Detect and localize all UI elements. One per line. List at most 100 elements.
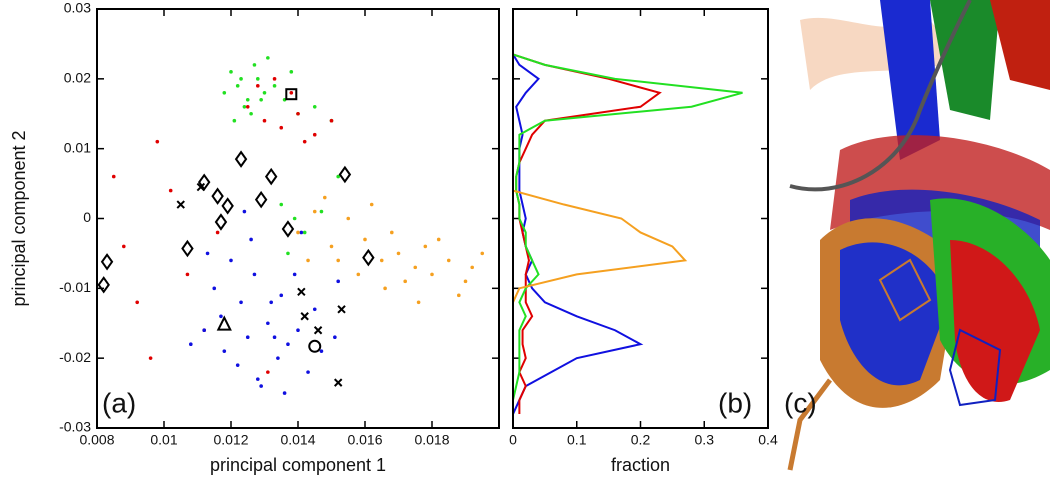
point xyxy=(232,118,237,123)
point xyxy=(205,251,210,256)
point xyxy=(329,118,334,123)
point xyxy=(282,391,287,395)
diamond-marker xyxy=(254,190,268,209)
x-tick-label: 0.008 xyxy=(79,432,114,448)
point xyxy=(306,258,310,263)
point xyxy=(239,77,243,81)
point xyxy=(302,230,307,235)
point xyxy=(319,209,324,214)
point xyxy=(363,237,367,242)
point xyxy=(215,230,220,235)
point xyxy=(252,63,257,67)
point xyxy=(312,132,317,137)
diamond-marker xyxy=(362,248,375,267)
point xyxy=(135,300,139,305)
point xyxy=(403,279,408,284)
point xyxy=(296,111,300,116)
point xyxy=(329,244,334,249)
point xyxy=(242,104,247,109)
cross-marker xyxy=(300,312,309,321)
point xyxy=(272,84,277,88)
point xyxy=(480,251,485,256)
point xyxy=(286,251,290,256)
point xyxy=(266,56,270,60)
y-tick-label: -0.01 xyxy=(59,279,91,295)
point xyxy=(222,349,227,353)
cross-marker xyxy=(297,287,306,297)
point xyxy=(292,272,297,277)
point xyxy=(255,84,260,88)
cross-marker xyxy=(196,182,206,192)
point xyxy=(423,244,428,249)
diamond-marker xyxy=(214,213,228,231)
point xyxy=(111,174,116,179)
point xyxy=(202,328,206,333)
diamond-marker xyxy=(97,276,110,294)
cross-marker xyxy=(337,305,346,314)
point xyxy=(239,300,243,305)
point xyxy=(446,258,451,263)
point xyxy=(356,272,361,277)
point xyxy=(292,216,297,221)
point xyxy=(289,70,294,74)
point xyxy=(289,91,294,95)
point xyxy=(279,125,284,130)
cross-marker xyxy=(176,200,185,209)
point xyxy=(259,384,263,388)
point xyxy=(245,97,250,102)
x-tick-label: 0.1 xyxy=(567,432,587,448)
point xyxy=(296,230,300,235)
point xyxy=(266,370,270,374)
plot-frame xyxy=(96,8,500,429)
point xyxy=(272,77,277,81)
x-tick-label: 0.014 xyxy=(280,432,315,448)
point xyxy=(336,258,341,263)
cross-marker xyxy=(313,326,323,335)
point xyxy=(245,335,250,340)
circle-marker xyxy=(308,339,322,353)
x-tick-label: 0.018 xyxy=(414,432,449,448)
point xyxy=(222,91,227,95)
point xyxy=(333,335,337,340)
point xyxy=(470,265,475,270)
x-tick-label: 0.01 xyxy=(150,432,177,448)
point xyxy=(235,84,240,88)
point xyxy=(229,70,233,74)
y-tick-label: -0.02 xyxy=(59,349,91,365)
diamond-marker xyxy=(338,165,352,184)
diamond-marker xyxy=(181,239,194,258)
point xyxy=(379,258,384,263)
line xyxy=(512,53,662,415)
point xyxy=(279,202,284,207)
point xyxy=(212,286,217,291)
point xyxy=(185,272,190,277)
line xyxy=(512,53,743,415)
point xyxy=(168,188,173,193)
triangle-marker xyxy=(216,315,232,331)
point xyxy=(457,293,461,298)
point xyxy=(319,349,324,353)
panel-label: (c) xyxy=(784,387,817,418)
point xyxy=(286,342,290,347)
x-axis-label: fraction xyxy=(611,455,670,475)
point xyxy=(390,230,394,235)
x-tick-label: 0.016 xyxy=(347,432,382,448)
square-marker xyxy=(285,88,298,101)
point xyxy=(302,139,307,144)
cross-marker xyxy=(333,378,343,387)
point xyxy=(463,279,468,284)
point xyxy=(235,363,240,367)
x-tick-label: 0 xyxy=(509,432,517,448)
diamond-marker xyxy=(234,150,248,168)
panel-label: (b) xyxy=(718,387,752,418)
point xyxy=(269,300,274,305)
point xyxy=(323,195,327,200)
point xyxy=(369,202,374,207)
point xyxy=(148,356,153,360)
point xyxy=(259,97,263,102)
y-tick-label: 0.02 xyxy=(64,70,91,86)
point xyxy=(383,286,387,291)
point xyxy=(296,328,300,333)
point xyxy=(276,356,280,360)
x-tick-label: 0.3 xyxy=(695,432,715,448)
